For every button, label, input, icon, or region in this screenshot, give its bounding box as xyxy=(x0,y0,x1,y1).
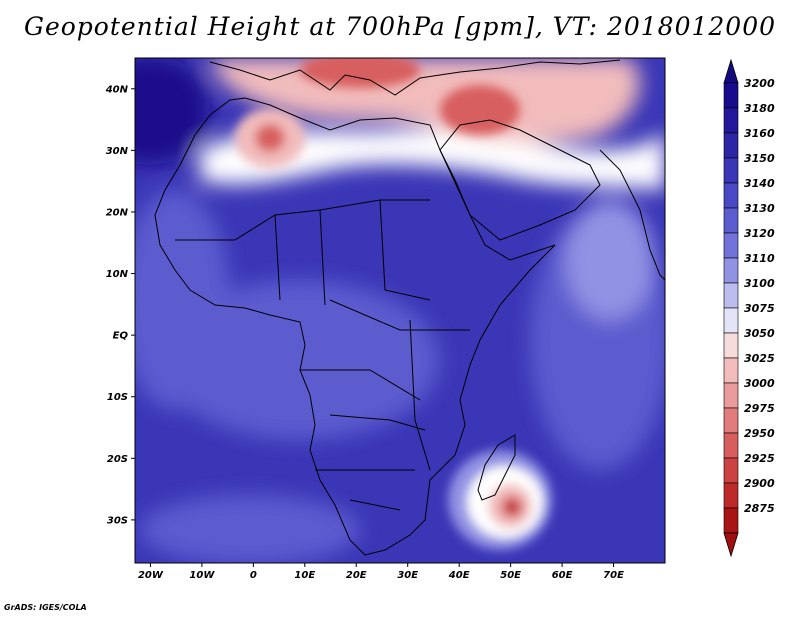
colorbar-bottom-arrow xyxy=(723,532,739,558)
field-red-east xyxy=(440,85,520,135)
colorbar-swatch xyxy=(723,207,739,234)
lat-tick-label: 30N xyxy=(106,146,129,157)
colorbar-swatch xyxy=(723,157,739,184)
colorbar-swatch xyxy=(723,182,739,209)
india-coastline xyxy=(599,149,665,281)
colorbar-swatch xyxy=(723,432,739,459)
height-field xyxy=(135,58,665,563)
lat-tick-label: 40N xyxy=(105,84,129,95)
lon-tick-label: 20W xyxy=(138,570,164,581)
lon-tick-label: 50E xyxy=(500,570,521,581)
colorbar-label: 2950 xyxy=(744,427,775,440)
colorbar-label: 3140 xyxy=(744,177,775,190)
arabia-coastline xyxy=(439,119,601,241)
colorbar-label: 3200 xyxy=(744,77,775,90)
colorbar-top-arrow xyxy=(723,58,739,84)
lon-tick-label: 40E xyxy=(448,570,470,581)
colorbar-label: 2975 xyxy=(744,402,775,415)
lat-tick-label: 20N xyxy=(106,207,129,218)
colorbar-swatch xyxy=(723,132,739,159)
madagascar-coastline xyxy=(477,434,516,501)
lon-tick-label: 10W xyxy=(189,570,215,581)
colorbar-label: 3000 xyxy=(744,377,775,390)
chart-title: Geopotential Height at 700hPa [gpm], VT:… xyxy=(23,12,777,41)
colorbar-swatch xyxy=(723,282,739,309)
lon-tick-label: 70E xyxy=(603,570,624,581)
lon-tick-label: 0 xyxy=(250,570,257,581)
colorbar-label: 3160 xyxy=(744,127,775,140)
colorbar-label: 2900 xyxy=(744,477,775,490)
africa-coastline xyxy=(154,97,556,556)
field-white-band xyxy=(200,129,665,190)
field-red-north xyxy=(300,58,420,88)
colorbar-swatch xyxy=(723,82,739,109)
lon-tick-label: 20E xyxy=(346,570,367,581)
colorbar-swatch xyxy=(723,507,739,534)
colorbar-swatch xyxy=(723,382,739,409)
lat-tick-label: 10S xyxy=(107,392,128,403)
field-deep-nw xyxy=(135,58,210,165)
lat-tick-label: 10N xyxy=(106,269,129,280)
colorbar-swatch xyxy=(723,407,739,434)
lon-tick-label: 60E xyxy=(552,570,573,581)
colorbar-label: 3075 xyxy=(744,302,775,315)
colorbar: 3200 3180 3160 3150 3140 3130 3120 3110 3100 3075… xyxy=(723,58,775,558)
colorbar-label: 3025 xyxy=(744,352,775,365)
colorbar-swatch xyxy=(723,357,739,384)
lat-tick-label: EQ xyxy=(113,331,129,342)
colorbar-swatch xyxy=(723,307,739,334)
colorbar-label: 2875 xyxy=(744,502,775,515)
field-light-e xyxy=(565,200,655,320)
colorbar-swatch xyxy=(723,257,739,284)
lon-tick-label: 30E xyxy=(397,570,418,581)
colorbar-label: 3050 xyxy=(744,327,775,340)
colorbar-swatch xyxy=(723,107,739,134)
lat-tick-label: 30S xyxy=(107,515,128,526)
lon-tick-label: 10E xyxy=(294,570,315,581)
colorbar-label: 3180 xyxy=(744,102,775,115)
colorbar-label: 3100 xyxy=(744,277,775,290)
grads-credit: GrADS: IGES/COLA xyxy=(4,603,87,612)
colorbar-swatch xyxy=(723,232,739,259)
colorbar-swatch xyxy=(723,332,739,359)
longitude-ticks: 20W 10W 0 10E 20E 30E 40E 50E 60E 70E xyxy=(138,563,624,581)
coastlines xyxy=(154,59,665,556)
field-light-s xyxy=(140,495,360,563)
colorbar-swatch xyxy=(723,457,739,484)
field-red-low xyxy=(255,124,285,152)
colorbar-label: 2925 xyxy=(744,452,775,465)
field-cyclone-core xyxy=(507,502,517,512)
lat-tick-label: 20S xyxy=(107,454,128,465)
latitude-ticks: 40N 30N 20N 10N EQ 10S 20S 30S xyxy=(105,84,135,526)
colorbar-label: 3130 xyxy=(744,202,775,215)
colorbar-swatch xyxy=(723,482,739,509)
country-borders xyxy=(175,199,470,511)
field-mid-c xyxy=(160,280,440,440)
colorbar-label: 3120 xyxy=(744,227,775,240)
europe-coastline xyxy=(209,59,621,96)
colorbar-label: 3110 xyxy=(744,252,775,265)
plot-frame xyxy=(134,57,666,564)
colorbar-label: 3150 xyxy=(744,152,775,165)
